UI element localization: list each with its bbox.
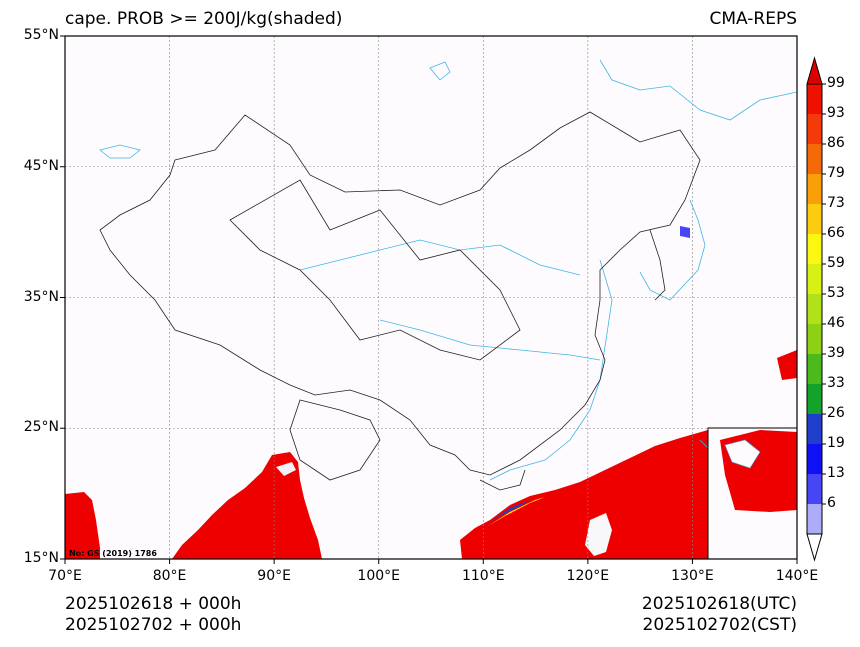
lat-tick-label: 15°N [23,550,59,566]
lon-tick-label: 130°E [671,568,714,584]
colorbar-segment [807,474,822,504]
south-china-sea-inset [707,427,798,560]
colorbar-level-label: 39 [827,345,845,361]
lat-tick-label: 25°N [23,419,59,436]
valid-time-utc: 2025102618(UTC) [641,594,797,614]
init-plus-lead-utc: 2025102618 + 000h [65,594,242,614]
lon-tick-label: 140°E [775,568,819,584]
init-plus-lead-cst: 2025102702 + 000h [65,615,242,635]
colorbar-level-label: 86 [827,135,845,151]
unshaded-philippines [585,513,612,556]
colorbar-segment [807,174,822,204]
shaded-area-sea-of-japan [680,226,690,238]
lat-tick-label: 45°N [23,157,59,174]
axis-ticks [60,35,798,564]
colorbar-level-label: 66 [827,225,845,241]
southeast-asia-border [289,399,381,481]
shaded-area-bay-of-bengal [172,452,322,559]
colorbar-segment [807,504,822,534]
lake-baikal [429,61,451,81]
colorbar-extend-min [806,533,823,562]
coastline-korea [639,199,706,301]
lon-tick-label: 110°E [461,568,505,584]
colorbar-level-label: 59 [827,255,845,271]
lat-tick-label: 55°N [23,27,59,43]
lon-tick-label: 120°E [566,568,610,584]
colorbar-segment [807,324,822,354]
coastline-east-china [489,259,613,481]
colorbar-segment [807,384,822,414]
shaded-edge-blue [478,500,530,530]
country-borders [99,111,701,491]
province-borders [229,179,521,361]
colorbar-level-label: 46 [827,315,845,331]
lon-tick-label: 90°E [257,568,291,584]
lon-tick-label: 80°E [152,568,187,584]
lake-balkhash [99,144,141,159]
colorbar-segment [807,234,822,264]
colorbar-level-label: 33 [827,375,845,391]
model-name: CMA-REPS [709,9,797,29]
colorbar-segment [807,354,822,384]
colorbar-level-label: 6 [827,495,836,511]
colorbar-level-label: 73 [827,195,845,211]
colorbar-extend-max [806,56,823,85]
korea-border [649,229,666,301]
china-outline [99,111,701,476]
lon-tick-label: 100°E [357,568,400,584]
colorbar-level-label: 99 [827,75,845,91]
colorbar-segment [807,414,822,444]
colorbar-level-label: 19 [827,435,845,451]
forecast-time-left: 2025102618 + 000h 2025102702 + 000h [65,594,241,636]
lon-tick-label: 70°E [48,568,82,584]
forecast-time-right: 2025102618(UTC) 2025102702(CST) [642,594,797,636]
colorbar-segment [807,444,822,474]
unshaded-patch [276,462,296,476]
yellow-river [299,239,581,276]
inset-land [724,439,761,469]
colorbar-level-label: 79 [827,165,845,181]
colorbar-segment [807,294,822,324]
colorbar-level-label: 26 [827,405,845,421]
map-layers [65,36,797,559]
valid-time-cst: 2025102702(CST) [642,615,797,635]
colorbar-segment [807,144,822,174]
map-approval-number: No: GS (2019) 1786 [69,549,157,558]
colorbar-level-label: 13 [827,465,845,481]
chart-title: cape. PROB >= 200J/kg(shaded) [65,9,343,29]
colorbar-segment [807,84,822,114]
shaded-area-pacific [777,350,797,380]
coastline-north [599,59,797,121]
shaded-area-south-china-sea [460,430,708,559]
colorbar-segment [807,114,822,144]
yangtze-river [379,319,601,361]
colorbar-segment [807,264,822,294]
probability-shading [65,226,797,559]
graticule [65,36,797,559]
shaded-area-arabian-sea [65,492,100,559]
colorbar [806,56,826,562]
hainan-border [479,469,526,491]
colorbar-level-label: 53 [827,285,845,301]
lat-tick-label: 35°N [23,288,59,305]
colorbar-level-label: 93 [827,105,845,121]
colorbar-segment [807,204,822,234]
